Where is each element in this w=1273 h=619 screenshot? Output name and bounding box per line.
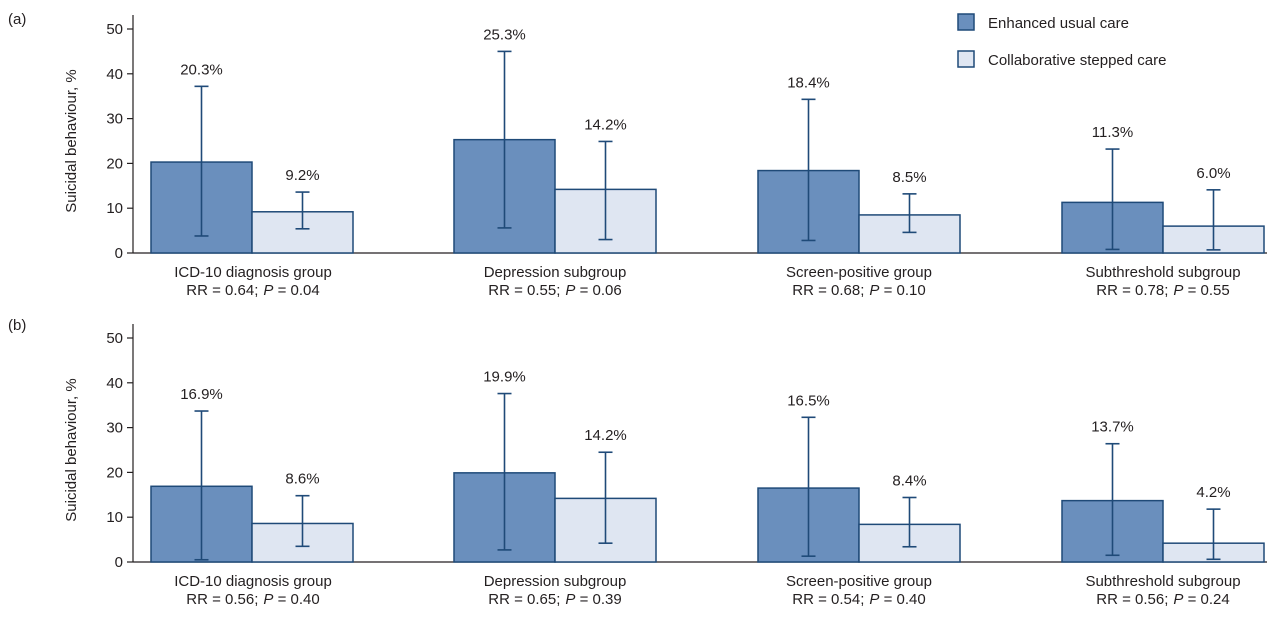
data-label: 20.3% xyxy=(180,61,223,78)
data-label: 11.3% xyxy=(1092,124,1133,141)
y-tick-label: 20 xyxy=(106,464,123,481)
category-label: Subthreshold subgroup xyxy=(1085,264,1240,281)
rr-value: RR = 0.55; xyxy=(488,282,560,299)
category-label: Depression subgroup xyxy=(484,573,627,590)
y-axis-title: Suicidal behaviour, % xyxy=(63,378,80,521)
p-label: P xyxy=(1173,282,1183,299)
category-label: Screen-positive group xyxy=(786,264,932,281)
legend-label: Collaborative stepped care xyxy=(988,52,1166,69)
data-label: 14.2% xyxy=(584,116,627,133)
y-tick-label: 50 xyxy=(106,330,123,347)
category-stats: RR = 0.64; P = 0.04 xyxy=(186,282,319,299)
y-tick-label: 40 xyxy=(106,375,123,392)
p-label: P xyxy=(869,282,879,299)
y-tick-label: 0 xyxy=(115,554,123,571)
panel-label: (b) xyxy=(8,317,26,334)
p-value: = 0.55 xyxy=(1183,282,1229,299)
category-label: Screen-positive group xyxy=(786,573,932,590)
category-label: ICD-10 diagnosis group xyxy=(174,264,332,281)
data-label: 16.9% xyxy=(180,386,223,403)
y-tick-label: 0 xyxy=(115,245,123,262)
category-stats: RR = 0.65; P = 0.39 xyxy=(488,591,621,608)
y-tick-label: 10 xyxy=(106,509,123,526)
data-label: 14.2% xyxy=(584,427,627,444)
p-label: P xyxy=(263,591,273,608)
bar xyxy=(858,214,961,254)
rr-value: RR = 0.68; xyxy=(792,282,864,299)
legend-swatch xyxy=(957,13,975,31)
p-value: = 0.10 xyxy=(879,282,925,299)
p-label: P xyxy=(869,591,879,608)
rr-value: RR = 0.56; xyxy=(186,591,258,608)
panel-label: (a) xyxy=(8,11,26,28)
p-value: = 0.24 xyxy=(1183,591,1229,608)
category-label: ICD-10 diagnosis group xyxy=(174,573,332,590)
category-stats: RR = 0.55; P = 0.06 xyxy=(488,282,621,299)
category-stats: RR = 0.54; P = 0.40 xyxy=(792,591,925,608)
data-label: 16.5% xyxy=(787,392,830,409)
data-label: 9.2% xyxy=(285,167,319,184)
y-tick-label: 30 xyxy=(106,111,123,128)
data-label: 8.6% xyxy=(285,471,319,488)
category-stats: RR = 0.56; P = 0.24 xyxy=(1096,591,1229,608)
rr-value: RR = 0.78; xyxy=(1096,282,1168,299)
category-label: Subthreshold subgroup xyxy=(1085,573,1240,590)
data-label: 25.3% xyxy=(483,26,526,43)
category-stats: RR = 0.78; P = 0.55 xyxy=(1096,282,1229,299)
p-value: = 0.40 xyxy=(879,591,925,608)
y-axis-title: Suicidal behaviour, % xyxy=(63,69,80,212)
p-label: P xyxy=(565,282,575,299)
bar xyxy=(251,211,354,254)
y-tick-label: 10 xyxy=(106,200,123,217)
p-value: = 0.40 xyxy=(273,591,319,608)
category-stats: RR = 0.56; P = 0.40 xyxy=(186,591,319,608)
data-label: 19.9% xyxy=(483,369,526,386)
data-label: 13.7% xyxy=(1091,419,1134,436)
rr-value: RR = 0.65; xyxy=(488,591,560,608)
y-tick-label: 30 xyxy=(106,420,123,437)
y-tick-label: 50 xyxy=(106,21,123,38)
p-value: = 0.39 xyxy=(575,591,621,608)
data-label: 4.2% xyxy=(1196,484,1230,501)
category-label: Depression subgroup xyxy=(484,264,627,281)
legend-label: Enhanced usual care xyxy=(988,15,1129,32)
y-tick-label: 40 xyxy=(106,66,123,83)
data-label: 8.4% xyxy=(892,472,926,489)
category-stats: RR = 0.68; P = 0.10 xyxy=(792,282,925,299)
p-label: P xyxy=(565,591,575,608)
p-value: = 0.04 xyxy=(273,282,319,299)
data-label: 18.4% xyxy=(787,74,830,91)
y-tick-label: 20 xyxy=(106,155,123,172)
legend-swatch xyxy=(957,50,975,68)
data-label: 8.5% xyxy=(892,169,926,186)
rr-value: RR = 0.56; xyxy=(1096,591,1168,608)
p-label: P xyxy=(263,282,273,299)
rr-value: RR = 0.54; xyxy=(792,591,864,608)
p-value: = 0.06 xyxy=(575,282,621,299)
data-label: 6.0% xyxy=(1196,165,1230,182)
rr-value: RR = 0.64; xyxy=(186,282,258,299)
p-label: P xyxy=(1173,591,1183,608)
